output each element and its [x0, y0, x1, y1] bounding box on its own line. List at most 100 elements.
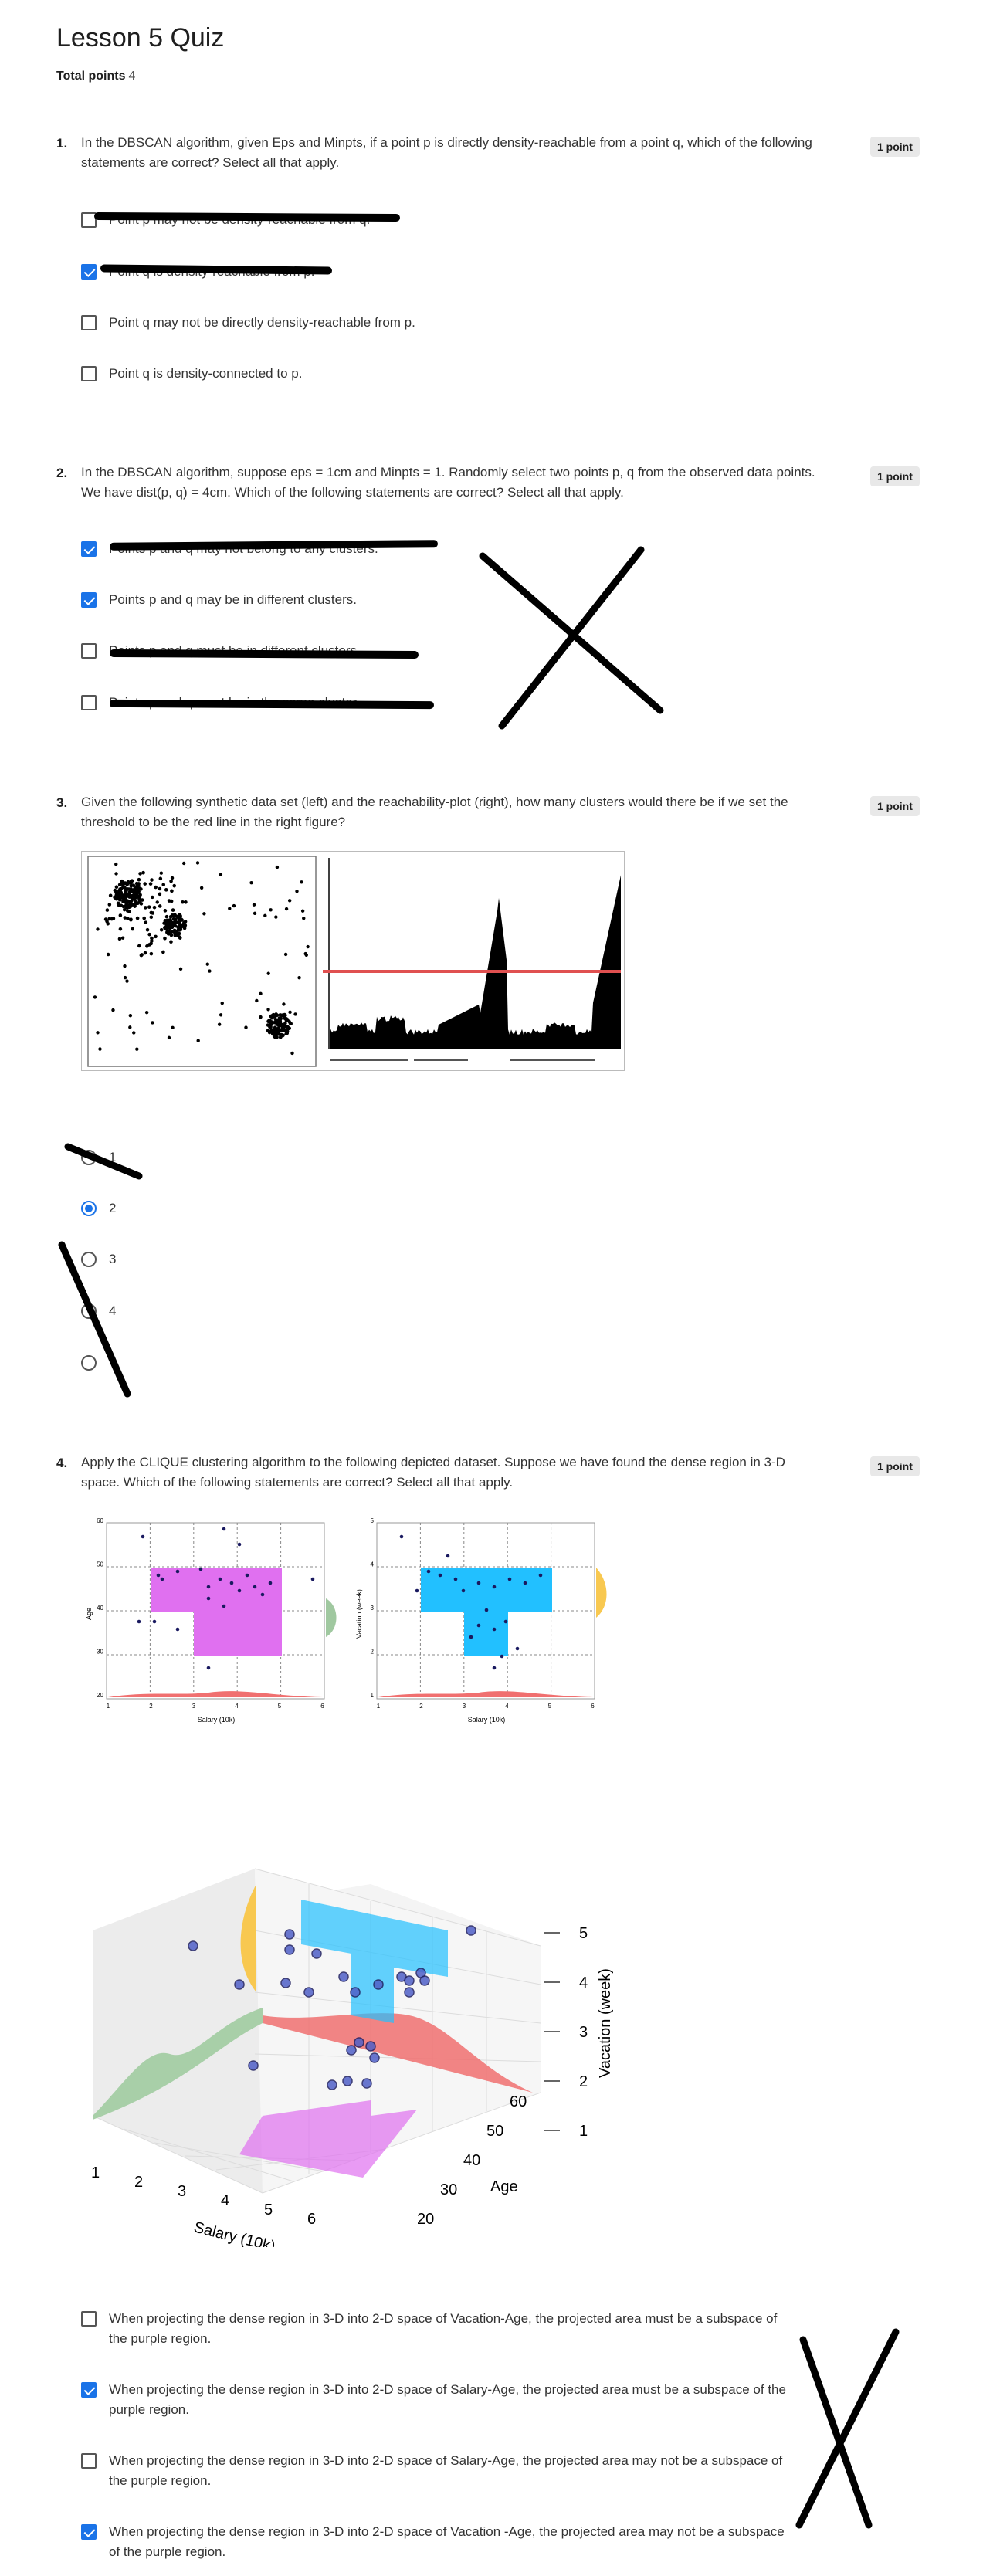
- q4-option-4[interactable]: When projecting the dense region in 3-D …: [81, 2522, 796, 2562]
- q3-option-1[interactable]: 1: [81, 1147, 116, 1168]
- scatter-point: [170, 889, 174, 893]
- scatter-point: [154, 885, 158, 890]
- q1-option-4-label: Point q is density-connected to p.: [109, 366, 303, 381]
- scatter-point: [106, 952, 110, 957]
- scatter-point: [167, 922, 171, 927]
- data-point: [280, 1978, 291, 1988]
- q3-option-3[interactable]: 3: [81, 1249, 116, 1269]
- salary-density: [263, 2013, 533, 2093]
- scatter-point: [120, 879, 124, 883]
- data-point: [160, 1577, 164, 1581]
- scatter-point: [249, 881, 253, 885]
- q3-option-4[interactable]: 4: [81, 1301, 116, 1321]
- data-point: [206, 1596, 211, 1601]
- q3-option-5-radio[interactable]: [81, 1355, 97, 1371]
- q4-option-4-checkbox[interactable]: [81, 2524, 97, 2540]
- scatter-point: [125, 979, 129, 983]
- q4-option-1-label: When projecting the dense region in 3-D …: [109, 2311, 778, 2346]
- q2-option-2[interactable]: Points p and q may be in different clust…: [81, 590, 357, 610]
- q4-option-1-checkbox[interactable]: [81, 2311, 97, 2327]
- scatter-point: [158, 876, 163, 881]
- scatter-point: [184, 900, 188, 904]
- purple-dense-region: [239, 2100, 417, 2178]
- scatter-point: [273, 1025, 277, 1029]
- scatter-point: [293, 1012, 297, 1016]
- q3-option-3-radio[interactable]: [81, 1252, 97, 1267]
- scatter-point: [147, 905, 151, 909]
- scatter-point: [281, 1033, 285, 1038]
- scatter-point: [228, 907, 232, 910]
- q1-option-4[interactable]: Point q is density-connected to p.: [81, 364, 302, 384]
- question-1-text: In the DBSCAN algorithm, given Eps and M…: [81, 135, 812, 170]
- scatter-point: [278, 1013, 283, 1017]
- scatter-point: [117, 903, 121, 907]
- scatter-point: [124, 906, 129, 910]
- q4-option-1[interactable]: When projecting the dense region in 3-D …: [81, 2309, 796, 2349]
- question-4-text: Apply the CLIQUE clustering algorithm to…: [81, 1455, 785, 1490]
- q4-option-2-label: When projecting the dense region in 3-D …: [109, 2382, 786, 2417]
- z-tick-label: 2: [579, 2073, 588, 2090]
- q1-option-3-checkbox[interactable]: [81, 315, 97, 330]
- scatter-point: [269, 1023, 273, 1027]
- data-point: [245, 1573, 249, 1578]
- purple-dense-region: [151, 1568, 282, 1656]
- q4-option-2-checkbox[interactable]: [81, 2382, 97, 2398]
- scatter-point: [113, 895, 117, 899]
- scatter-point: [175, 920, 178, 924]
- scatter-point: [135, 916, 140, 920]
- scatter-point: [300, 909, 305, 913]
- scatter-point: [178, 927, 183, 931]
- data-point: [523, 1581, 527, 1585]
- y-tick-label: 20: [97, 1692, 103, 1699]
- scribble-cross: [795, 2328, 900, 2529]
- scatter-point: [259, 1015, 263, 1019]
- scatter-point: [270, 1020, 275, 1024]
- data-point: [538, 1573, 543, 1578]
- total-points-label: Total points: [56, 69, 126, 83]
- q4-option-2[interactable]: When projecting the dense region in 3-D …: [81, 2380, 796, 2420]
- data-point: [354, 2037, 364, 2048]
- data-point: [268, 1581, 273, 1585]
- scatter-point: [111, 917, 116, 920]
- q2-option-1-checkbox[interactable]: [81, 541, 97, 557]
- q1-option-4-checkbox[interactable]: [81, 366, 97, 381]
- scatter-point: [170, 913, 175, 917]
- q3-option-1-radio[interactable]: [81, 1150, 97, 1165]
- total-points: Total points 4: [56, 69, 135, 83]
- scatter-point: [276, 1032, 281, 1036]
- data-point: [404, 1975, 415, 1986]
- q1-option-2-checkbox[interactable]: [81, 264, 97, 280]
- q2-option-3-checkbox[interactable]: [81, 643, 97, 659]
- q3-option-4-radio[interactable]: [81, 1303, 97, 1319]
- q2-option-4-checkbox[interactable]: [81, 695, 97, 710]
- y-tick-label: 50: [97, 1561, 103, 1568]
- scatter-point: [158, 904, 162, 908]
- q1-option-3[interactable]: Point q may not be directly density-reac…: [81, 313, 415, 333]
- q2-option-2-checkbox[interactable]: [81, 592, 97, 608]
- scatter-point: [137, 877, 141, 882]
- q1-option-1-checkbox[interactable]: [81, 212, 97, 228]
- data-point: [156, 1573, 161, 1578]
- scatter-point: [122, 907, 127, 912]
- scatter-point: [114, 872, 118, 876]
- x-tick-label: 6: [591, 1703, 595, 1710]
- data-point: [342, 2076, 353, 2086]
- x-tick-label: 3: [192, 1703, 196, 1710]
- scatter-point: [152, 905, 157, 910]
- z-axis-label: Vacation (week): [597, 1968, 614, 2078]
- scatter-point: [151, 1021, 154, 1025]
- scatter-point: [118, 927, 123, 931]
- scatter-point: [127, 910, 131, 913]
- data-point: [507, 1577, 512, 1581]
- q3-option-2[interactable]: 2: [81, 1198, 116, 1219]
- scatter-point: [244, 1025, 248, 1029]
- q4-option-3-checkbox[interactable]: [81, 2453, 97, 2469]
- scatter-point: [130, 897, 134, 901]
- scatter-point: [177, 920, 181, 925]
- data-point: [237, 1542, 242, 1547]
- q3-option-2-radio[interactable]: [81, 1201, 97, 1216]
- scatter-point: [143, 882, 147, 886]
- q3-option-5[interactable]: [81, 1353, 109, 1371]
- scatter-point: [142, 916, 147, 920]
- q4-option-3[interactable]: When projecting the dense region in 3-D …: [81, 2451, 796, 2491]
